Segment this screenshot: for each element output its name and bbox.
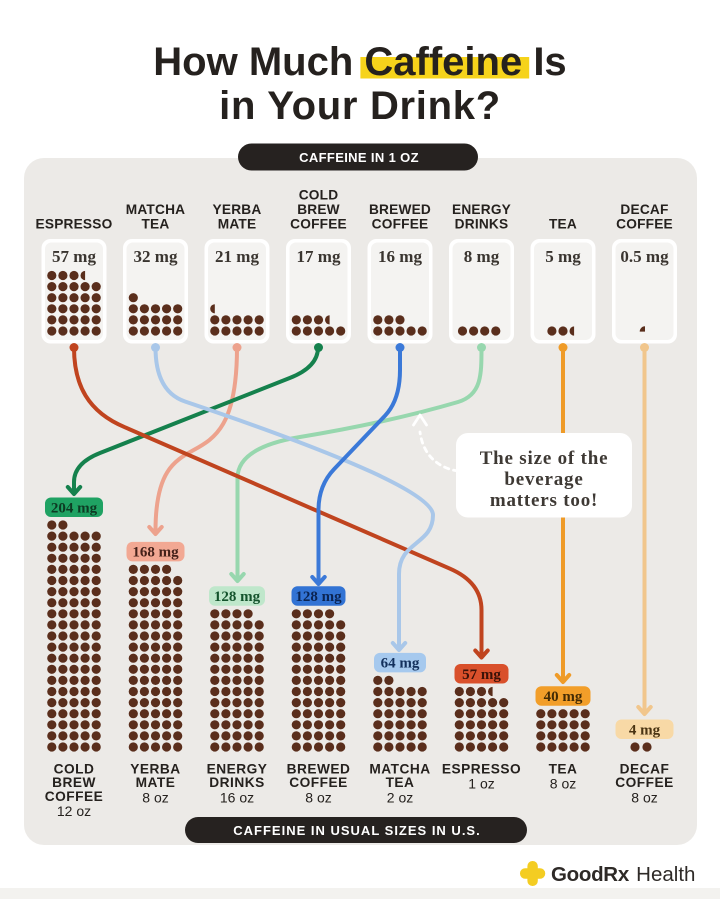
svg-text:DRINKS: DRINKS xyxy=(455,217,509,232)
svg-text:COLD: COLD xyxy=(299,187,339,202)
svg-text:8 oz: 8 oz xyxy=(142,789,168,805)
svg-text:64 mg: 64 mg xyxy=(381,656,420,672)
svg-text:ESPRESSO: ESPRESSO xyxy=(36,217,113,232)
svg-text:4 mg: 4 mg xyxy=(629,722,661,738)
svg-text:ENERGY: ENERGY xyxy=(452,202,511,217)
svg-text:204 mg: 204 mg xyxy=(51,500,98,516)
svg-text:8 oz: 8 oz xyxy=(550,776,576,792)
svg-text:12 oz: 12 oz xyxy=(57,803,91,819)
svg-text:matters too!: matters too! xyxy=(490,490,598,511)
svg-text:8 mg: 8 mg xyxy=(464,247,500,266)
svg-text:COFFEE: COFFEE xyxy=(615,775,674,790)
svg-text:21 mg: 21 mg xyxy=(215,247,259,266)
svg-text:5 mg: 5 mg xyxy=(545,247,581,266)
svg-text:DECAF: DECAF xyxy=(620,762,670,777)
svg-text:MATCHA: MATCHA xyxy=(126,202,186,217)
svg-text:128 mg: 128 mg xyxy=(295,589,342,605)
svg-text:DRINKS: DRINKS xyxy=(209,775,264,790)
svg-text:COFFEE: COFFEE xyxy=(290,217,347,232)
svg-text:17 mg: 17 mg xyxy=(297,247,341,266)
svg-text:Health: Health xyxy=(636,863,695,886)
svg-text:1 oz: 1 oz xyxy=(468,776,494,792)
svg-text:BREW: BREW xyxy=(52,775,96,790)
svg-text:BREWED: BREWED xyxy=(287,762,351,777)
svg-text:CAFFEINE IN 1 OZ: CAFFEINE IN 1 OZ xyxy=(299,150,419,165)
svg-text:BREWED: BREWED xyxy=(369,202,431,217)
svg-text:TEA: TEA xyxy=(549,217,577,232)
svg-text:16 mg: 16 mg xyxy=(378,247,422,266)
svg-text:How Much Caffeine Is: How Much Caffeine Is xyxy=(153,40,566,84)
svg-text:COFFEE: COFFEE xyxy=(45,789,104,804)
svg-text:8 oz: 8 oz xyxy=(305,789,331,805)
svg-text:COLD: COLD xyxy=(54,762,95,777)
svg-text:57 mg: 57 mg xyxy=(52,247,96,266)
svg-text:BREW: BREW xyxy=(297,202,340,217)
svg-text:8 oz: 8 oz xyxy=(631,789,657,805)
svg-text:TEA: TEA xyxy=(142,217,170,232)
svg-text:128 mg: 128 mg xyxy=(214,589,261,605)
svg-text:TEA: TEA xyxy=(386,775,415,790)
svg-text:YERBA: YERBA xyxy=(130,762,180,777)
svg-text:MATE: MATE xyxy=(218,217,257,232)
svg-text:COFFEE: COFFEE xyxy=(616,217,673,232)
svg-text:168 mg: 168 mg xyxy=(132,545,179,561)
svg-text:57 mg: 57 mg xyxy=(462,667,501,683)
svg-text:32 mg: 32 mg xyxy=(134,247,178,266)
svg-text:beverage: beverage xyxy=(504,469,583,490)
svg-text:0.5 mg: 0.5 mg xyxy=(620,247,669,266)
svg-text:CAFFEINE IN USUAL SIZES IN U.S: CAFFEINE IN USUAL SIZES IN U.S. xyxy=(233,823,480,838)
svg-text:COFFEE: COFFEE xyxy=(289,775,348,790)
svg-text:GoodRx: GoodRx xyxy=(551,863,630,886)
svg-text:TEA: TEA xyxy=(549,762,578,777)
svg-text:2 oz: 2 oz xyxy=(387,789,413,805)
svg-text:DECAF: DECAF xyxy=(620,202,668,217)
svg-text:ENERGY: ENERGY xyxy=(207,762,268,777)
svg-text:MATCHA: MATCHA xyxy=(369,762,430,777)
svg-text:ESPRESSO: ESPRESSO xyxy=(442,762,521,777)
svg-text:YERBA: YERBA xyxy=(213,202,262,217)
svg-text:COFFEE: COFFEE xyxy=(372,217,429,232)
svg-text:in Your Drink?: in Your Drink? xyxy=(219,84,501,128)
svg-text:MATE: MATE xyxy=(136,775,176,790)
svg-text:40 mg: 40 mg xyxy=(544,689,583,705)
svg-text:16 oz: 16 oz xyxy=(220,789,254,805)
svg-text:The size of the: The size of the xyxy=(480,448,609,469)
